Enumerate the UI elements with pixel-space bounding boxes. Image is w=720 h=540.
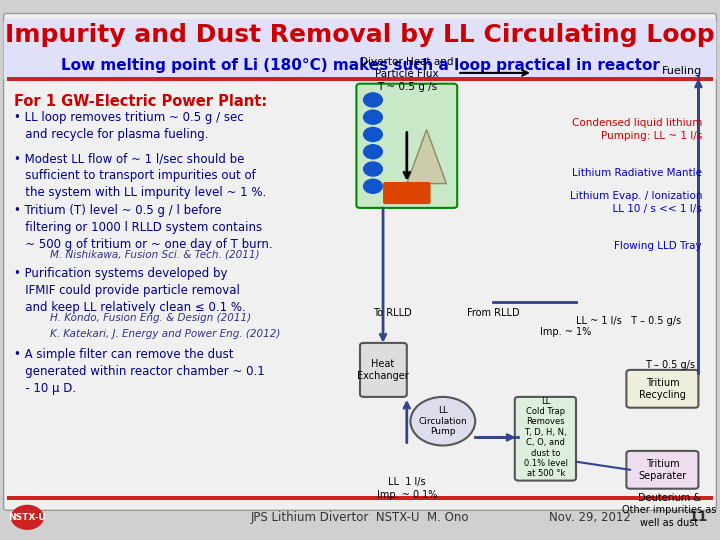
Text: LL
Circulation
Pump: LL Circulation Pump: [418, 406, 467, 436]
Text: 11: 11: [688, 510, 708, 524]
Text: JPS Lithium Divertor  NSTX-U  M. Ono: JPS Lithium Divertor NSTX-U M. Ono: [251, 511, 469, 524]
Text: LL  1 l/s
Imp. ~ 0.1%: LL 1 l/s Imp. ~ 0.1%: [377, 477, 437, 500]
Text: H. Kondo, Fusion Eng. & Design (2011): H. Kondo, Fusion Eng. & Design (2011): [50, 313, 251, 323]
Text: Lithium Radiative Mantle: Lithium Radiative Mantle: [572, 168, 702, 178]
Text: Tritium
Separater: Tritium Separater: [638, 458, 687, 481]
Circle shape: [364, 110, 382, 124]
FancyBboxPatch shape: [626, 451, 698, 489]
Text: For 1 GW-Electric Power Plant:: For 1 GW-Electric Power Plant:: [14, 94, 268, 110]
Text: Low melting point of Li (180°C) makes such a loop practical in reactor: Low melting point of Li (180°C) makes su…: [60, 58, 660, 73]
Circle shape: [364, 93, 382, 107]
Text: Divertor Heat and
Particle Flux
T ~ 0.5 g /s: Divertor Heat and Particle Flux T ~ 0.5 …: [360, 57, 454, 91]
Circle shape: [364, 179, 382, 193]
Circle shape: [12, 505, 43, 529]
Text: Nov. 29, 2012: Nov. 29, 2012: [549, 511, 631, 524]
Polygon shape: [407, 130, 446, 184]
Text: NSTX-U: NSTX-U: [9, 513, 46, 522]
Bar: [7, 496, 713, 500]
FancyBboxPatch shape: [383, 182, 431, 204]
Text: Flowing LLD Tray: Flowing LLD Tray: [614, 241, 702, 251]
Text: • Modest LL flow of ~ 1 l/sec should be
   sufficient to transport impurities ou: • Modest LL flow of ~ 1 l/sec should be …: [14, 152, 266, 199]
Text: T – 0.5 g/s: T – 0.5 g/s: [644, 360, 695, 369]
Text: Lithium Evap. / Ionization
  LL 10 / s << 1 l/s: Lithium Evap. / Ionization LL 10 / s << …: [570, 191, 702, 214]
Text: LL
Cold Trap
Removes
T, D, H, N,
C, O, and
dust to
0.1% level
at 500 °k: LL Cold Trap Removes T, D, H, N, C, O, a…: [523, 396, 568, 478]
Circle shape: [364, 145, 382, 159]
Text: Condensed liquid lithium
Pumping: LL ~ 1 l/s: Condensed liquid lithium Pumping: LL ~ 1…: [572, 118, 702, 141]
Circle shape: [364, 162, 382, 176]
FancyBboxPatch shape: [356, 84, 457, 208]
Text: Deuterium &
Other impurities as
well as dust: Deuterium & Other impurities as well as …: [622, 493, 717, 528]
Text: From RLLD: From RLLD: [467, 308, 520, 318]
Text: Fueling: Fueling: [662, 66, 702, 76]
Text: Impurity and Dust Removal by LL Circulating Loop: Impurity and Dust Removal by LL Circulat…: [5, 23, 715, 47]
FancyBboxPatch shape: [626, 370, 698, 408]
FancyBboxPatch shape: [360, 343, 407, 397]
Text: • A simple filter can remove the dust
   generated within reactor chamber ~ 0.1
: • A simple filter can remove the dust ge…: [14, 348, 265, 395]
Text: Heat
Exchanger: Heat Exchanger: [357, 359, 409, 381]
Bar: [7, 77, 713, 81]
Circle shape: [410, 397, 475, 445]
Text: • Tritium (T) level ~ 0.5 g / l before
   filtering or 1000 l RLLD system contai: • Tritium (T) level ~ 0.5 g / l before f…: [14, 204, 273, 251]
FancyBboxPatch shape: [4, 14, 716, 510]
Text: Tritium
Recycling: Tritium Recycling: [639, 377, 686, 400]
Text: K. Katekari, J. Energy and Power Eng. (2012): K. Katekari, J. Energy and Power Eng. (2…: [50, 329, 281, 340]
Text: • Purification systems developed by
   IFMIF could provide particle removal
   a: • Purification systems developed by IFMI…: [14, 267, 246, 314]
Text: M. Nishikawa, Fusion Sci. & Tech. (2011): M. Nishikawa, Fusion Sci. & Tech. (2011): [50, 249, 260, 260]
Text: Imp. ~ 1%: Imp. ~ 1%: [540, 327, 591, 337]
FancyBboxPatch shape: [515, 397, 576, 481]
FancyBboxPatch shape: [4, 19, 716, 81]
Text: LL ~ 1 l/s   T – 0.5 g/s: LL ~ 1 l/s T – 0.5 g/s: [576, 316, 681, 326]
Text: • LL loop removes tritium ~ 0.5 g / sec
   and recycle for plasma fueling.: • LL loop removes tritium ~ 0.5 g / sec …: [14, 111, 244, 141]
Circle shape: [364, 127, 382, 141]
Text: To RLLD: To RLLD: [373, 308, 412, 318]
